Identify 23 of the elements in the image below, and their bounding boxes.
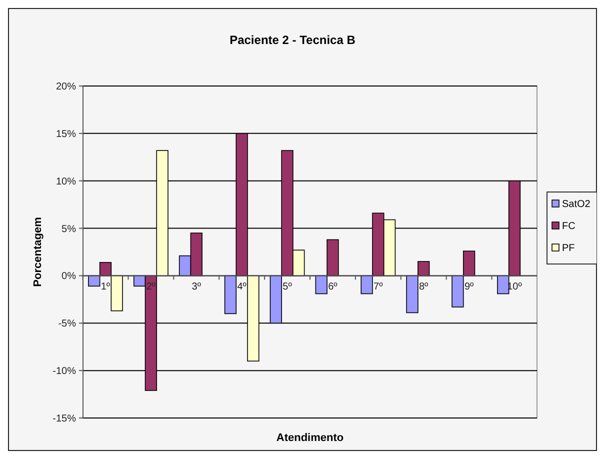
y-tick-label: 0% <box>62 271 76 282</box>
x-axis-title: Atendimento <box>276 432 344 444</box>
x-tick-label: 7º <box>374 282 384 293</box>
x-tick-label: 6º <box>328 282 338 293</box>
y-tick-label: -10% <box>52 366 76 378</box>
x-tick-label: 2º <box>146 282 156 293</box>
x-tick-label: 3º <box>192 282 202 293</box>
y-axis-title: Porcentagem <box>32 216 44 287</box>
legend-label: SatO2 <box>562 199 591 210</box>
legend-label: PF <box>562 243 575 254</box>
x-tick-label: 4º <box>237 282 247 293</box>
legend-label: FC <box>562 221 576 232</box>
y-tick-label: 20% <box>56 82 76 92</box>
x-tick-label: 5º <box>282 282 292 293</box>
chart-title: Paciente 2 - Tecnica B <box>230 33 356 47</box>
x-tick-label: 9º <box>464 282 474 293</box>
y-tick-label: -15% <box>52 414 76 424</box>
y-tick-label: 10% <box>56 176 76 188</box>
y-tick-label: -5% <box>58 318 76 330</box>
x-tick-label: 1º <box>100 282 110 293</box>
y-tick-label: 15% <box>56 128 76 140</box>
x-tick-label: 8º <box>419 282 429 293</box>
y-tick-label: 5% <box>62 224 76 235</box>
